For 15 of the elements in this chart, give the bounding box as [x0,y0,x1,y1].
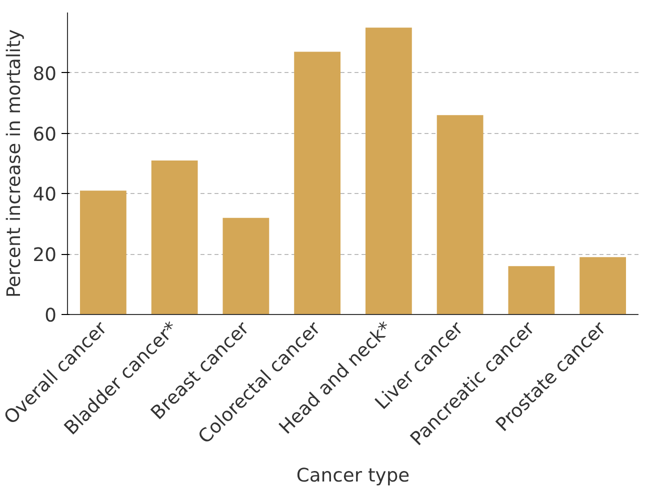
y-tick-label: 20 [32,245,57,266]
bar [294,52,341,314]
y-tick-label: 80 [32,64,57,85]
bar [436,115,484,314]
y-axis-title: Percent increase in mortality [4,29,25,298]
bar [80,190,126,314]
y-tick-label: 60 [32,124,57,146]
bar [580,257,626,314]
bar [365,28,412,314]
bar [222,218,270,314]
bar [508,266,555,314]
x-axis-title: Cancer type [296,465,410,486]
y-tick-label: 0 [44,306,57,326]
y-tick-label: 40 [32,184,57,206]
bar [151,160,198,314]
